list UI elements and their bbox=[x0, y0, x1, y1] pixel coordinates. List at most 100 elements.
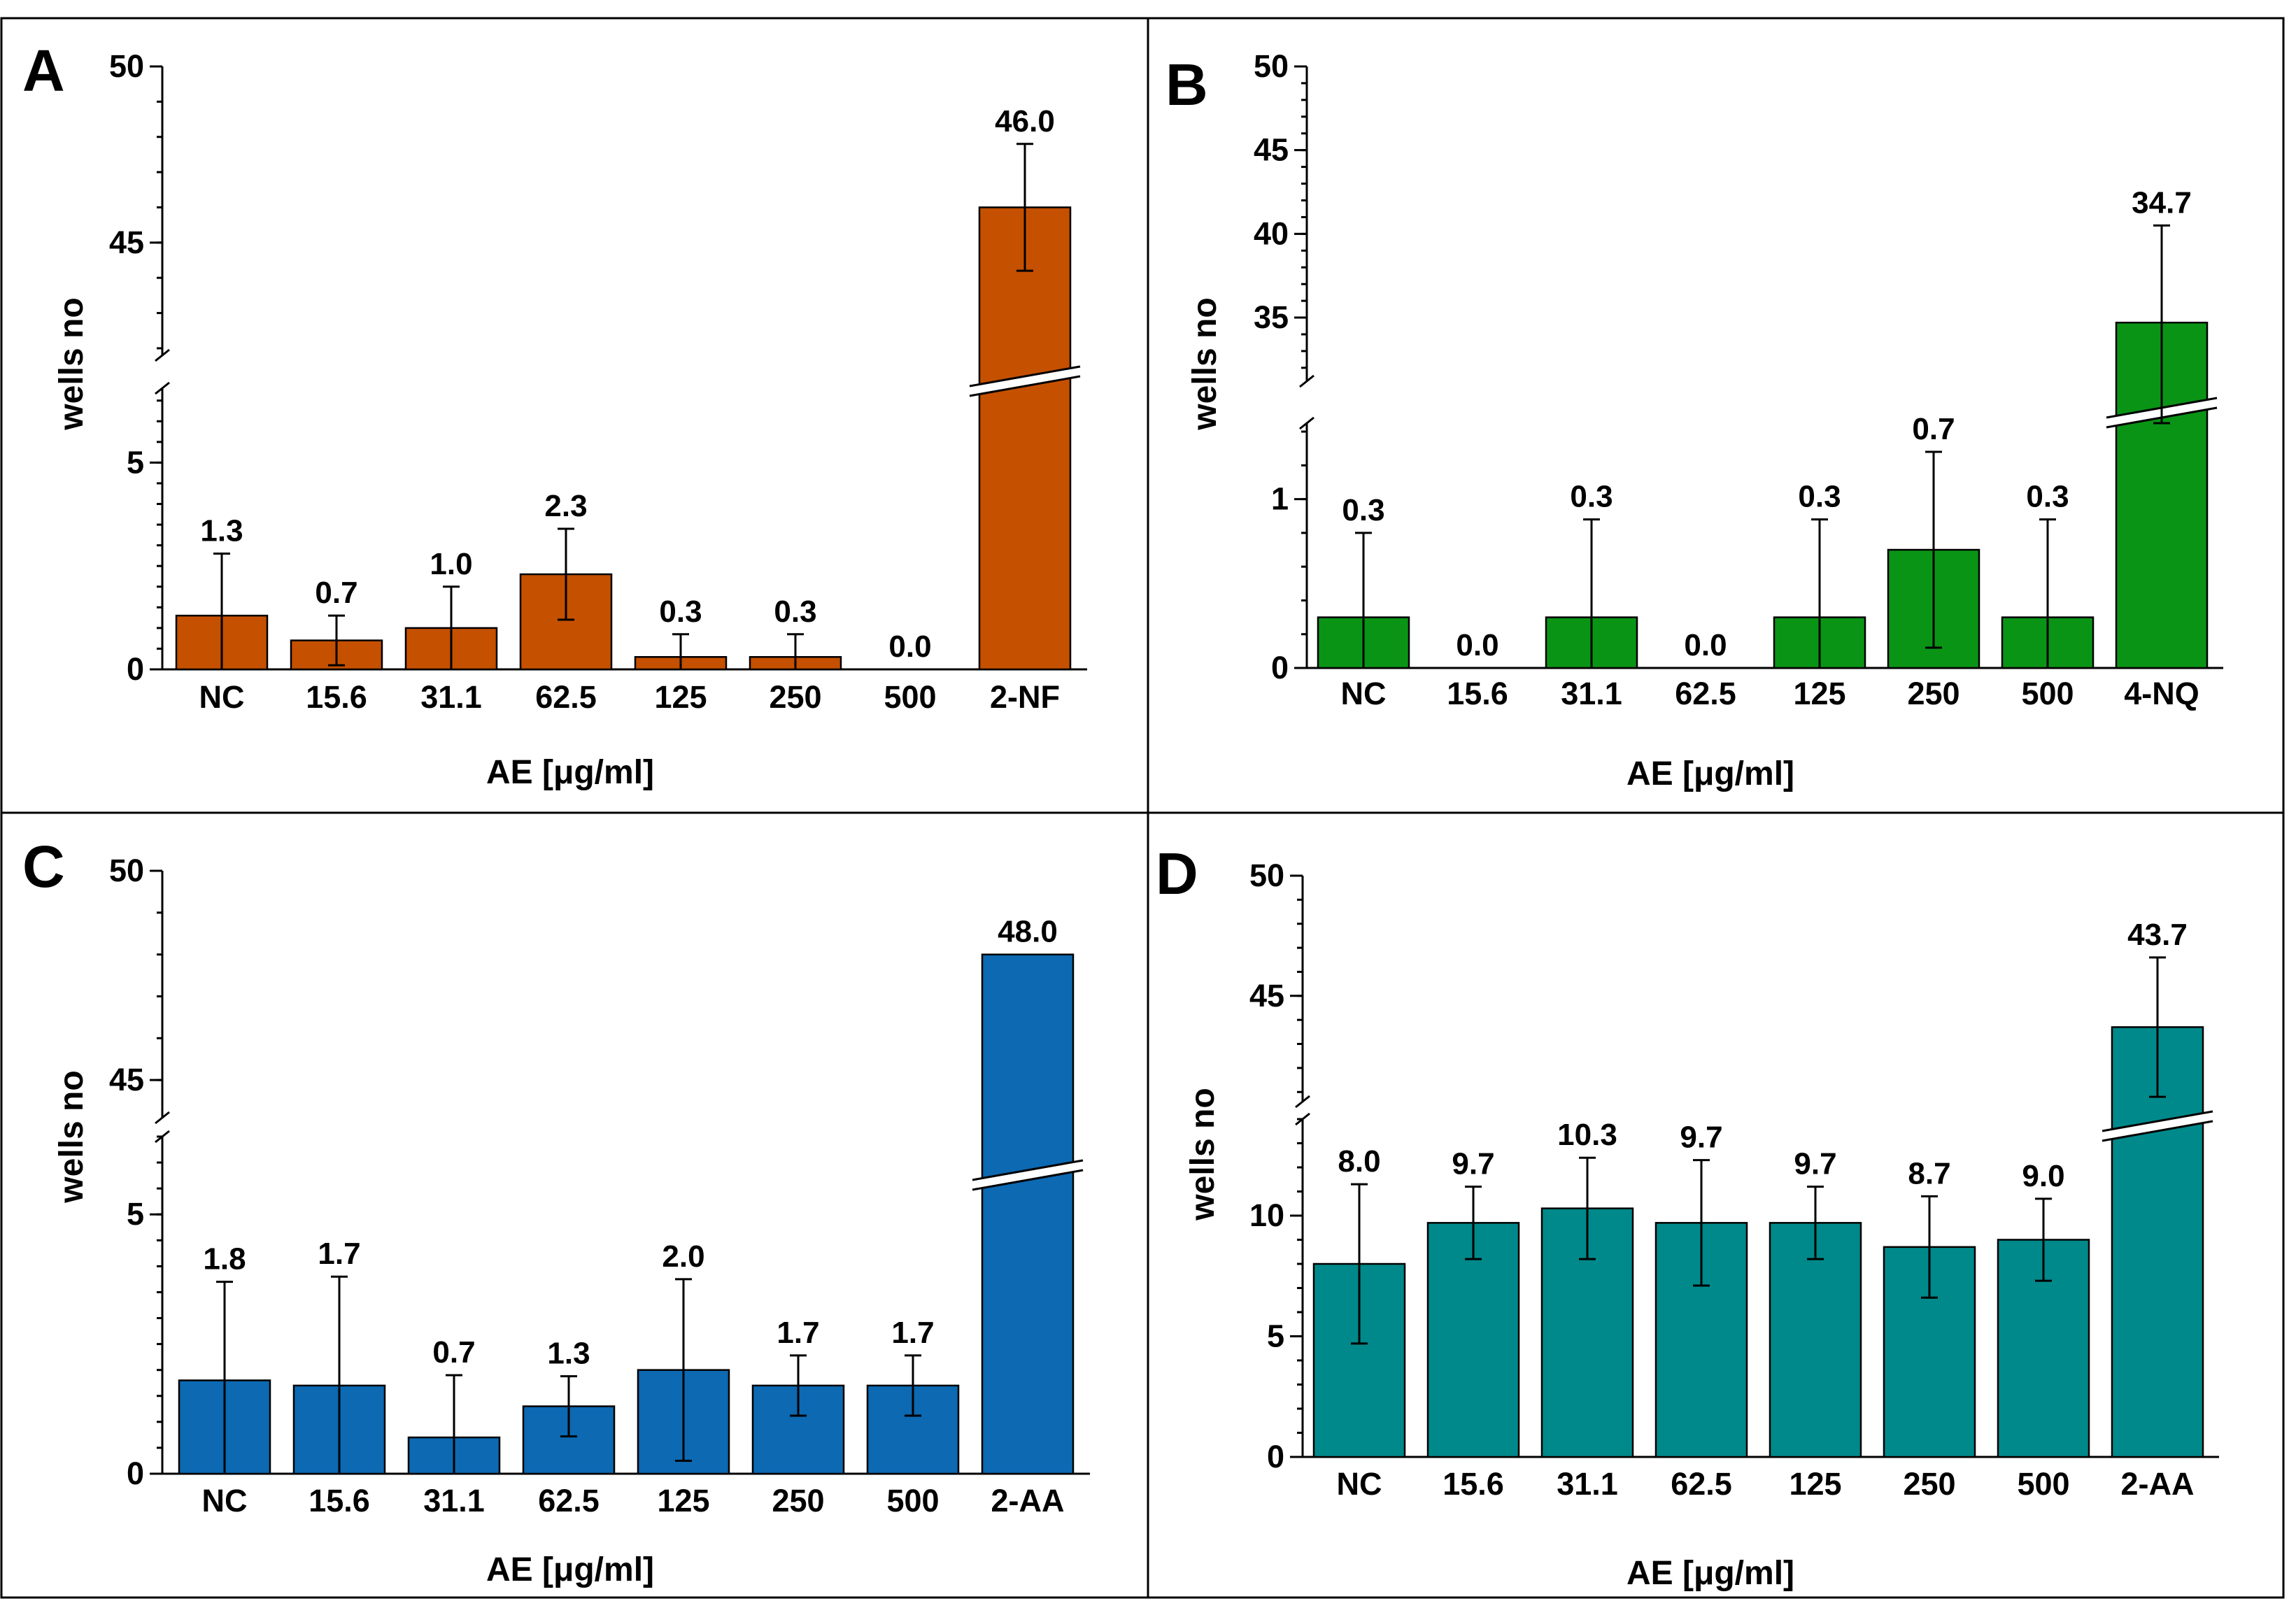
axis-break-mark bbox=[155, 381, 170, 395]
y-tick-label: 45 bbox=[1249, 978, 1284, 1013]
x-tick-label: 4-NQ bbox=[2124, 676, 2199, 711]
x-tick-label: 62.5 bbox=[535, 679, 597, 715]
bar-break-band bbox=[970, 367, 1080, 396]
data-label: 1.8 bbox=[203, 1242, 246, 1276]
y-axis-title: wells no bbox=[53, 297, 90, 430]
y-tick-label: 45 bbox=[109, 225, 144, 260]
panel-a: A 0 5 45 50 wells no 1.3 NC 0.7 15.6 1.0 31.1 2.3 62.… bbox=[22, 38, 1087, 791]
data-label: 43.7 bbox=[2127, 918, 2188, 952]
x-tick-label: 2-NF bbox=[990, 679, 1060, 715]
data-label: 34.7 bbox=[2132, 185, 2192, 220]
panel-d: D 0 5 10 45 50 wells no 8.0 NC 9.7 15.6 10.3 31.1 9.7… bbox=[1156, 841, 2219, 1592]
data-label: 1.7 bbox=[891, 1316, 934, 1350]
x-tick-label: 125 bbox=[654, 679, 707, 715]
x-tick-label: 31.1 bbox=[423, 1483, 485, 1518]
data-label: 9.7 bbox=[1680, 1121, 1722, 1155]
bar-break-line bbox=[2102, 1110, 2213, 1132]
x-tick-label: 500 bbox=[884, 679, 936, 715]
bar-break-line bbox=[969, 365, 1081, 387]
data-label: 0.7 bbox=[1912, 412, 1955, 446]
y-tick-label: 45 bbox=[109, 1062, 144, 1097]
x-tick-label: 250 bbox=[1903, 1466, 1955, 1502]
y-axis-title: wells no bbox=[1184, 1088, 1221, 1221]
x-tick-label: 15.6 bbox=[306, 679, 367, 715]
data-label: 0.3 bbox=[2026, 480, 2069, 514]
data-label: 8.7 bbox=[1908, 1156, 1950, 1190]
data-label: 0.3 bbox=[1342, 493, 1384, 527]
y-tick-label: 40 bbox=[1254, 215, 1289, 251]
y-tick-label: 5 bbox=[1267, 1318, 1284, 1354]
data-label: 2.3 bbox=[544, 489, 587, 523]
x-tick-label: 500 bbox=[2021, 676, 2074, 711]
x-axis-title: AE [μg/ml] bbox=[1627, 1555, 1794, 1592]
y-tick-label: 50 bbox=[109, 853, 144, 888]
x-tick-label: 125 bbox=[1789, 1466, 1841, 1502]
x-tick-label: NC bbox=[199, 679, 245, 715]
axis-break-mark bbox=[1299, 416, 1314, 430]
y-tick-label: 50 bbox=[1254, 48, 1289, 84]
y-tick-label: 5 bbox=[127, 444, 144, 480]
panel-letter: B bbox=[1165, 52, 1208, 118]
data-label: 9.7 bbox=[1452, 1147, 1494, 1181]
bar-break-line bbox=[972, 1159, 1084, 1181]
x-tick-label: 31.1 bbox=[1561, 676, 1622, 711]
x-tick-label: 62.5 bbox=[538, 1483, 600, 1518]
bar-break-line bbox=[2102, 1120, 2213, 1142]
x-tick-label: 2-AA bbox=[2120, 1466, 2194, 1502]
x-tick-label: NC bbox=[1337, 1466, 1382, 1502]
axis-break-mark bbox=[155, 348, 170, 362]
figure-border bbox=[0, 17, 2285, 1599]
x-axis-title: AE [μg/ml] bbox=[1627, 755, 1794, 792]
y-tick-label: 35 bbox=[1254, 299, 1289, 335]
panel-letter: D bbox=[1156, 841, 1198, 906]
bar-break-band bbox=[972, 1160, 1083, 1190]
y-tick-label: 50 bbox=[109, 48, 144, 84]
data-label: 8.0 bbox=[1338, 1144, 1380, 1179]
data-label: 0.3 bbox=[1798, 480, 1841, 514]
x-axis-title: AE [μg/ml] bbox=[486, 754, 654, 791]
bar bbox=[2111, 1026, 2204, 1458]
bar bbox=[1769, 1222, 1862, 1458]
panel-letter: A bbox=[22, 38, 65, 104]
x-tick-label: 2-AA bbox=[991, 1483, 1064, 1518]
y-tick-label: 0 bbox=[1267, 1439, 1284, 1474]
y-tick-label: 0 bbox=[127, 651, 144, 687]
data-label: 0.0 bbox=[888, 629, 931, 664]
data-label: 1.0 bbox=[430, 547, 472, 581]
y-tick-label: 5 bbox=[127, 1196, 144, 1232]
x-axis-title: AE [μg/ml] bbox=[486, 1551, 654, 1588]
y-tick-label: 10 bbox=[1249, 1197, 1284, 1233]
x-tick-label: 62.5 bbox=[1671, 1466, 1732, 1502]
axis-break-mark bbox=[1295, 1095, 1310, 1109]
x-tick-label: 15.6 bbox=[1443, 1466, 1504, 1502]
x-tick-label: 15.6 bbox=[1447, 676, 1508, 711]
x-tick-label: 31.1 bbox=[420, 679, 482, 715]
data-label: 10.3 bbox=[1557, 1118, 1617, 1152]
x-tick-label: 62.5 bbox=[1675, 676, 1736, 711]
bar-break-band bbox=[2102, 1111, 2213, 1141]
y-tick-label: 0 bbox=[1271, 650, 1289, 685]
data-label: 0.0 bbox=[1456, 628, 1498, 662]
x-tick-label: 125 bbox=[1793, 676, 1845, 711]
x-tick-label: 250 bbox=[769, 679, 821, 715]
bar-break-line bbox=[972, 1169, 1084, 1191]
data-label: 48.0 bbox=[998, 915, 1058, 949]
bar bbox=[978, 206, 1072, 671]
data-label: 1.7 bbox=[777, 1316, 819, 1350]
x-tick-label: 250 bbox=[1907, 676, 1960, 711]
x-tick-label: 31.1 bbox=[1557, 1466, 1618, 1502]
x-tick-label: 500 bbox=[2017, 1466, 2069, 1502]
panel-c: C 0 5 45 50 wells no 1.8 NC 1.7 15.6 0.7 31.1 1.3 62.… bbox=[22, 834, 1090, 1588]
bar bbox=[1426, 1222, 1520, 1458]
x-tick-label: 125 bbox=[657, 1483, 709, 1518]
data-label: 0.7 bbox=[315, 576, 357, 610]
bar-break-line bbox=[969, 375, 1081, 397]
x-tick-label: NC bbox=[202, 1483, 248, 1518]
bar bbox=[981, 953, 1075, 1475]
data-label: 0.3 bbox=[774, 595, 816, 629]
panel-b: B 0 1 35 40 45 50 wells no 0.3 NC 0.0 15.6 0.3 31.1 0.… bbox=[1165, 48, 2223, 792]
y-tick-label: 1 bbox=[1271, 481, 1289, 517]
y-tick-label: 50 bbox=[1249, 858, 1284, 893]
